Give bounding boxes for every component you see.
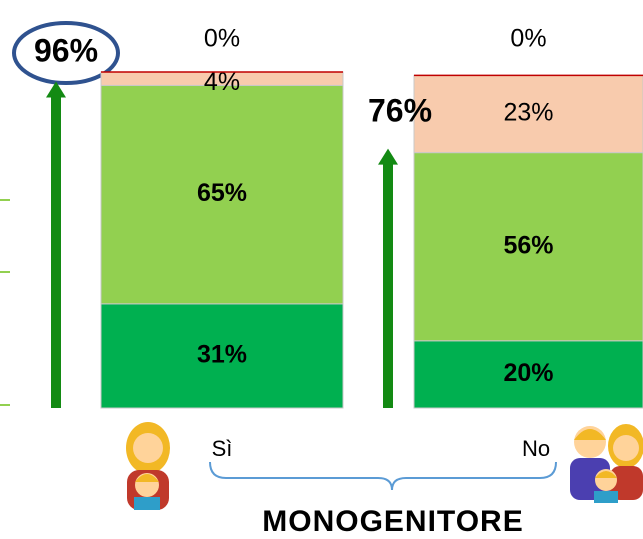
highlight-ellipse [12,21,120,85]
total-label: 76% [368,92,432,128]
value-label: 0% [204,25,240,53]
total-label: 96% [34,32,98,68]
bar-segment [100,84,344,305]
brace [209,461,557,491]
value-label: 65% [197,179,247,207]
arrow-head [378,148,398,165]
bar-segment [413,152,643,342]
value-label: 56% [503,231,553,259]
value-label: 23% [503,99,553,127]
value-label: 0% [510,25,546,53]
family-icon [570,424,643,503]
category-label: Sì [212,436,233,461]
value-label: 20% [503,359,553,387]
chart-title: MONOGENITORE [262,505,523,538]
bar-segment [100,303,344,409]
category-label: No [522,436,550,461]
value-label: 31% [197,341,247,369]
parent-icon [126,422,170,510]
arrow-head [46,81,66,98]
